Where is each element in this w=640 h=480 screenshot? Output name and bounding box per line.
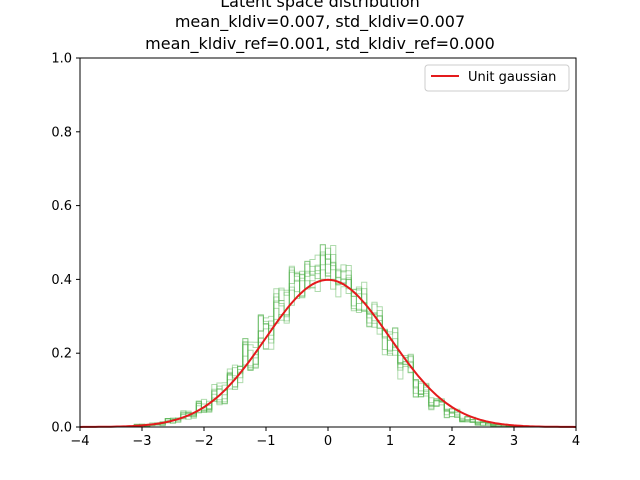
y-tick-label: 0.8	[51, 125, 72, 140]
histogram-2	[133, 247, 523, 427]
histogram-8	[133, 244, 523, 428]
plot-frame	[79, 57, 577, 428]
x-axis-ticks: −4 −3 −2 −1 0 1 2 3 4	[70, 427, 580, 449]
legend-box	[424, 64, 570, 92]
y-tick-label: 0.0	[51, 421, 72, 436]
x-tick-label: −2	[194, 434, 213, 449]
y-tick-label: 0.4	[51, 273, 72, 288]
chart-title-line-1: Latent space distribution	[220, 0, 420, 11]
series-line-unit-gaussian	[79, 278, 577, 428]
x-tick-label: −3	[132, 434, 151, 449]
x-tick-label: −4	[70, 434, 89, 449]
x-tick-label: 0	[324, 434, 332, 449]
chart-title-line-3: mean_kldiv_ref=0.001, std_kldiv_ref=0.00…	[145, 34, 495, 53]
y-tick-label: 0.2	[51, 347, 72, 362]
y-tick-label: 0.6	[51, 199, 72, 214]
legend: Unit gaussian	[424, 64, 570, 92]
x-tick-label: 1	[386, 434, 394, 449]
histogram-layer	[133, 244, 523, 428]
chart-title-line-2: mean_kldiv=0.007, std_kldiv=0.007	[174, 12, 466, 31]
histogram-5	[133, 244, 523, 428]
histogram-7	[133, 253, 523, 428]
x-tick-label: 3	[510, 434, 518, 449]
histogram-6	[133, 255, 523, 428]
histogram-4	[133, 251, 523, 427]
legend-label-unit-gaussian: Unit gaussian	[468, 70, 556, 85]
histogram-1	[134, 245, 523, 428]
y-tick-label: 1.0	[51, 52, 72, 67]
curve-layer	[79, 278, 577, 428]
y-axis-ticks: 0.0 0.2 0.4 0.6 0.8 1.0	[51, 52, 80, 436]
x-tick-label: 4	[572, 434, 580, 449]
x-tick-label: 2	[448, 434, 456, 449]
histogram-3	[133, 253, 523, 428]
x-tick-label: −1	[256, 434, 275, 449]
